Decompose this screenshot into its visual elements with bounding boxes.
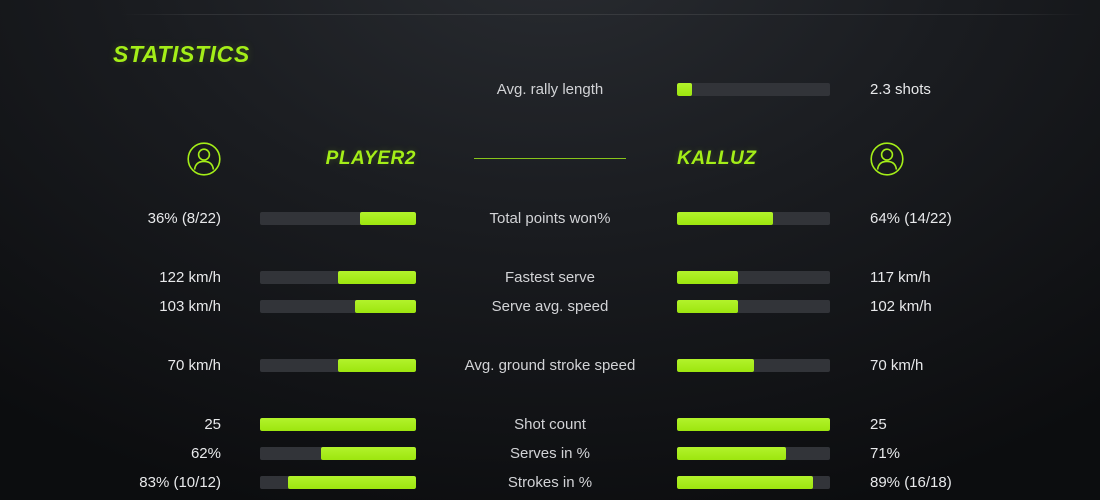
rally-bar-fill — [677, 83, 693, 96]
stat-row: 83% (10/12) Strokes in % 89% (16/18) — [0, 468, 1100, 497]
right-bar-fill — [677, 447, 786, 460]
left-bar-fill — [355, 300, 416, 313]
left-bar-fill — [338, 271, 416, 284]
player-name-right: KALLUZ — [677, 148, 757, 169]
left-bar — [260, 476, 416, 489]
left-bar-fill — [288, 476, 416, 489]
right-bar-fill — [677, 271, 739, 284]
left-value: 25 — [204, 416, 221, 433]
left-bar — [260, 300, 416, 313]
right-bar — [677, 359, 830, 372]
left-bar-fill — [359, 212, 416, 225]
left-bar — [260, 447, 416, 460]
rally-label: Avg. rally length — [496, 81, 604, 98]
left-value: 83% (10/12) — [139, 474, 221, 491]
right-bar-fill — [677, 300, 739, 313]
stat-label: Total points won% — [489, 210, 611, 227]
stat-label: Avg. ground stroke speed — [464, 357, 636, 374]
stat-label: Fastest serve — [504, 269, 596, 286]
top-divider — [120, 14, 1085, 15]
stat-row: 70 km/h Avg. ground stroke speed 70 km/h — [0, 351, 1100, 380]
players-header-row: PLAYER2 KALLUZ — [0, 141, 1100, 177]
person-icon — [187, 142, 221, 176]
stat-row: 36% (8/22) Total points won% 64% (14/22) — [0, 204, 1100, 233]
right-bar — [677, 271, 830, 284]
group-spacer — [0, 380, 1100, 410]
stat-row: 62% Serves in % 71% — [0, 439, 1100, 468]
group-spacer — [0, 321, 1100, 351]
stat-row: 122 km/h Fastest serve 117 km/h — [0, 263, 1100, 292]
right-bar — [677, 476, 830, 489]
right-bar — [677, 212, 830, 225]
right-bar — [677, 300, 830, 313]
stat-row: 25 Shot count 25 — [0, 410, 1100, 439]
names-divider-line — [474, 158, 626, 160]
rally-bar — [677, 83, 830, 96]
left-bar-fill — [260, 418, 416, 431]
right-value: 102 km/h — [870, 298, 932, 315]
stats-list: 36% (8/22) Total points won% 64% (14/22)… — [0, 204, 1100, 497]
page-title: STATISTICS — [113, 41, 250, 67]
right-value: 71% — [870, 445, 901, 462]
right-value: 89% (16/18) — [870, 474, 952, 491]
stat-label: Shot count — [514, 416, 586, 433]
player-name-left: PLAYER2 — [325, 148, 416, 169]
right-bar-fill — [677, 476, 814, 489]
rally-value: 2.3 shots — [870, 81, 931, 98]
right-bar-fill — [677, 212, 774, 225]
left-bar — [260, 418, 416, 431]
left-value: 62% — [190, 445, 221, 462]
stat-row: 103 km/h Serve avg. speed 102 km/h — [0, 292, 1100, 321]
left-bar-fill — [338, 359, 416, 372]
left-bar — [260, 271, 416, 284]
left-value: 70 km/h — [167, 357, 221, 374]
left-bar-fill — [320, 447, 416, 460]
right-value: 25 — [870, 416, 887, 433]
right-bar-fill — [677, 359, 754, 372]
right-value: 117 km/h — [870, 269, 931, 286]
stat-label: Strokes in % — [507, 474, 593, 491]
left-bar — [260, 359, 416, 372]
rally-row: Avg. rally length 2.3 shots — [0, 75, 1100, 104]
right-value: 70 km/h — [870, 357, 924, 374]
right-value: 64% (14/22) — [870, 210, 952, 227]
person-icon — [870, 142, 904, 176]
group-spacer — [0, 233, 1100, 263]
stat-label: Serves in % — [509, 445, 591, 462]
right-bar — [677, 418, 830, 431]
left-value: 36% (8/22) — [147, 210, 221, 227]
stat-label: Serve avg. speed — [491, 298, 609, 315]
right-bar-fill — [677, 418, 830, 431]
right-bar — [677, 447, 830, 460]
left-value: 122 km/h — [159, 269, 221, 286]
left-bar — [260, 212, 416, 225]
left-value: 103 km/h — [159, 298, 221, 315]
